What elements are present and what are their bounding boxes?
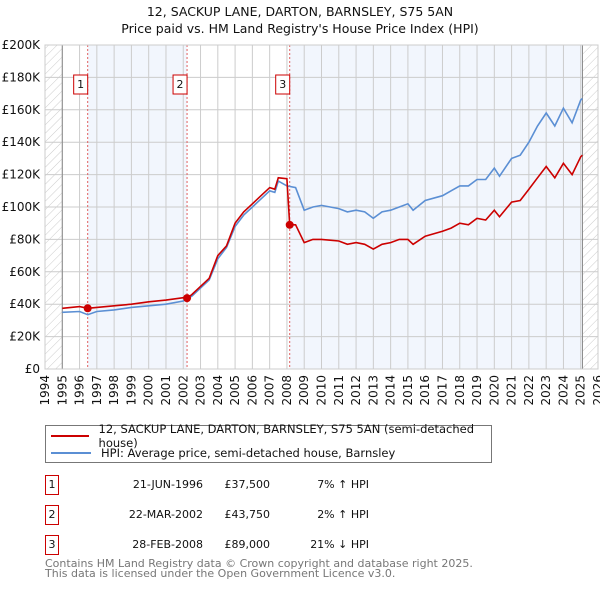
sale-price: £37,500: [224, 478, 271, 491]
x-tick-label: 2007: [263, 375, 277, 406]
sale-point: [285, 220, 294, 229]
x-tick-label: 2017: [435, 375, 449, 406]
x-tick-label: 2026: [591, 375, 600, 406]
x-tick-label: 2024: [556, 375, 570, 406]
x-tick-label: 2020: [487, 375, 501, 406]
table-row: 2 22-MAR-2002 £43,750 2% ↑ HPI: [45, 505, 505, 525]
table-row: 1 21-JUN-1996 £37,500 7% ↑ HPI: [45, 475, 505, 495]
sale-number: 3: [45, 535, 59, 555]
legend-item-property: 12, SACKUP LANE, DARTON, BARNSLEY, S75 5…: [46, 422, 491, 450]
chart-subtitle: Price paid vs. HM Land Registry's House …: [121, 21, 478, 36]
x-tick-label: 1999: [124, 375, 138, 406]
sale-date: 21-JUN-1996: [132, 478, 203, 491]
x-tick-label: 2015: [401, 375, 415, 406]
x-tick-label: 2014: [384, 375, 398, 406]
sale-label-box: [275, 74, 291, 95]
sale-number: 2: [45, 505, 59, 525]
legend-swatch-red: [51, 435, 89, 437]
x-tick-label: 2019: [470, 375, 484, 406]
y-tick-label: £180K: [2, 70, 42, 84]
sale-date: 28-FEB-2008: [132, 538, 203, 551]
sale-label-box: [172, 74, 188, 95]
x-tick-label: 1996: [73, 375, 87, 406]
footer-licence: This data is licensed under the Open Gov…: [45, 567, 396, 580]
x-tick-label: 2018: [453, 375, 467, 406]
sale-date: 22-MAR-2002: [128, 508, 203, 521]
x-tick-label: 2022: [522, 375, 536, 406]
sale-price: £43,750: [224, 508, 271, 521]
legend-swatch-blue: [51, 452, 91, 454]
y-tick-label: £60K: [9, 265, 41, 279]
chart: 12, SACKUP LANE, DARTON, BARNSLEY, S75 5…: [2, 4, 600, 406]
x-tick-label: 2005: [228, 375, 242, 406]
x-tick-label: 2021: [505, 375, 519, 406]
x-tick-label: 2003: [194, 375, 208, 406]
y-tick-label: £40K: [9, 297, 41, 311]
sale-hpi-diff: 21% ↓ HPI: [310, 538, 369, 551]
y-tick-label: £0: [25, 362, 40, 376]
y-tick-label: £120K: [2, 168, 42, 182]
sale-point: [83, 304, 92, 313]
y-tick-label: £160K: [2, 103, 42, 117]
y-tick-label: £20K: [9, 330, 41, 344]
sale-hpi-diff: 7% ↑ HPI: [317, 478, 369, 491]
legend-item-hpi: HPI: Average price, semi-detached house,…: [46, 445, 395, 461]
hpi-line: [62, 97, 583, 316]
sale-hpi-diff: 2% ↑ HPI: [317, 508, 369, 521]
sale-price: £89,000: [224, 538, 271, 551]
x-tick-label: 1997: [90, 375, 104, 406]
x-tick-label: 2000: [142, 375, 156, 406]
footer: Contains HM Land Registry data © Crown c…: [45, 557, 473, 580]
x-tick-label: 2023: [539, 375, 553, 406]
x-tick-label: 2011: [332, 375, 346, 406]
x-tick-label: 2013: [366, 375, 380, 406]
chart-title: 12, SACKUP LANE, DARTON, BARNSLEY, S75 5…: [147, 4, 453, 19]
plot-border: [44, 44, 599, 370]
table-row: 3 28-FEB-2008 £89,000 21% ↓ HPI: [45, 535, 505, 555]
legend-label: HPI: Average price, semi-detached house,…: [101, 446, 396, 460]
x-tick-label: 2006: [245, 375, 259, 406]
x-tick-label: 1995: [55, 375, 69, 406]
y-tick-label: £200K: [2, 38, 42, 52]
legend: 12, SACKUP LANE, DARTON, BARNSLEY, S75 5…: [45, 422, 492, 463]
sale-number: 1: [45, 475, 59, 495]
x-tick-label: 1998: [107, 375, 121, 406]
x-tick-label: 2008: [280, 375, 294, 406]
x-tick-label: 2012: [349, 375, 363, 406]
sale-label: 3: [279, 78, 286, 91]
sale-point: [183, 294, 192, 303]
y-tick-label: £140K: [2, 135, 42, 149]
x-tick-label: 2002: [176, 375, 190, 406]
y-tick-label: £80K: [9, 232, 41, 246]
x-tick-label: 2009: [297, 375, 311, 406]
x-tick-label: 2016: [418, 375, 432, 406]
footer-copyright: Contains HM Land Registry data © Crown c…: [45, 557, 473, 570]
x-tick-label: 1994: [38, 375, 52, 406]
x-tick-label: 2025: [574, 375, 588, 406]
sale-label: 2: [177, 78, 184, 91]
x-tick-label: 2001: [159, 375, 173, 406]
sale-label: 1: [77, 78, 84, 91]
y-tick-label: £100K: [2, 200, 42, 214]
x-tick-label: 2004: [211, 375, 225, 406]
x-tick-label: 2010: [315, 375, 329, 406]
legend-label: 12, SACKUP LANE, DARTON, BARNSLEY, S75 5…: [98, 422, 475, 450]
sale-label-box: [73, 74, 89, 95]
